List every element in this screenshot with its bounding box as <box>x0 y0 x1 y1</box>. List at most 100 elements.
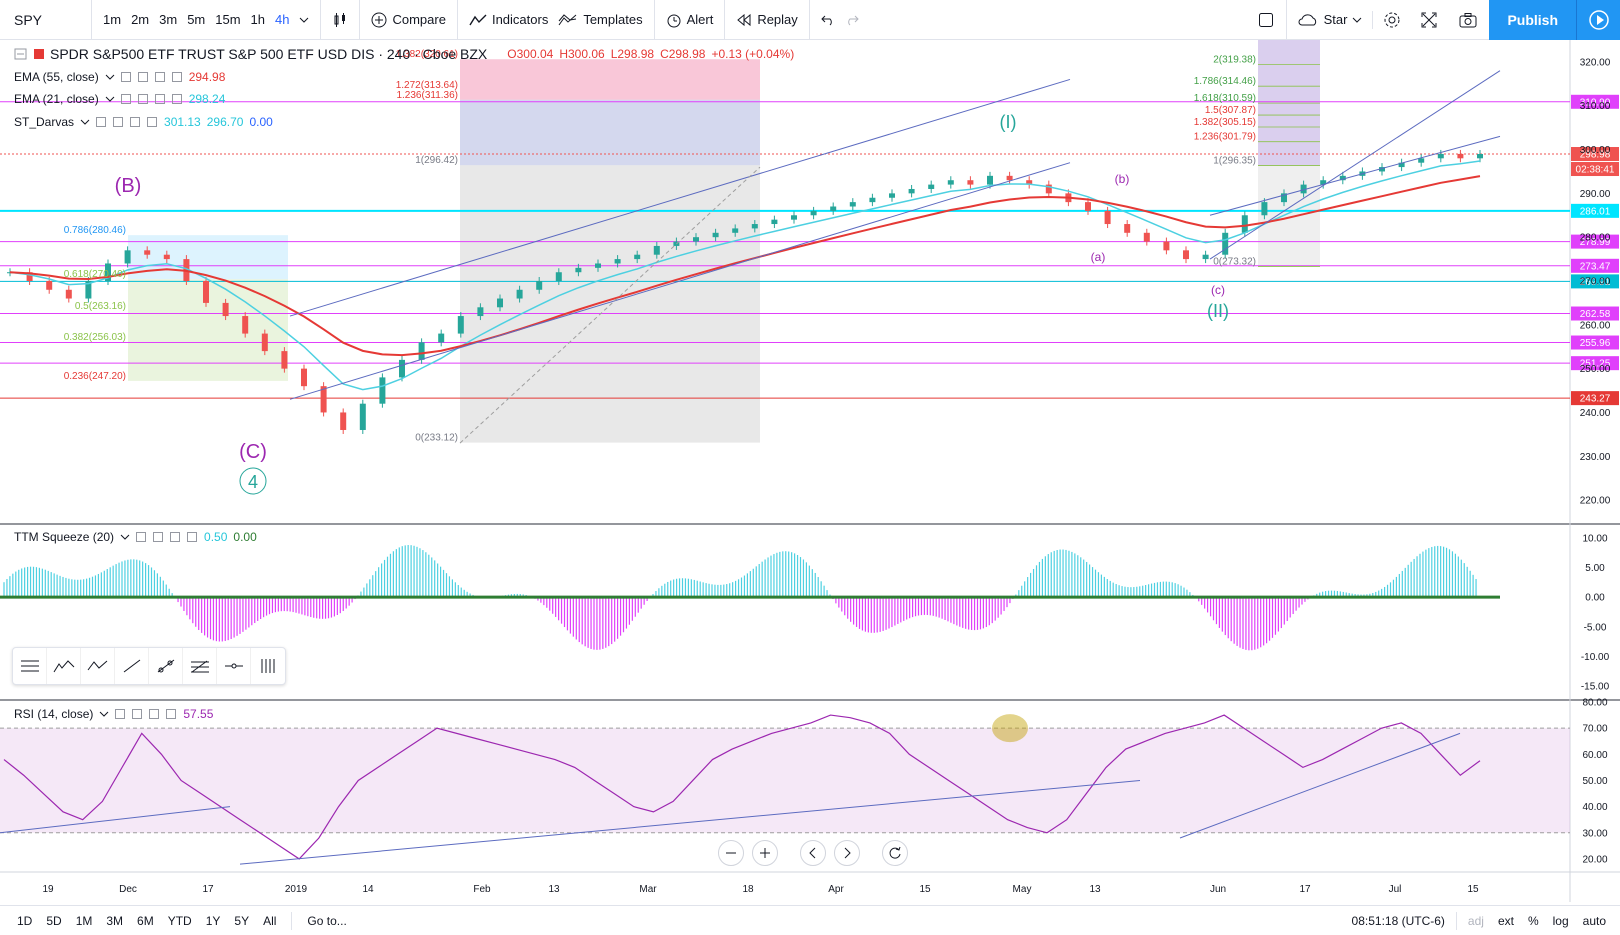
rsi-legend[interactable]: RSI (14, close) 57.55 <box>14 707 213 721</box>
interval-dropdown[interactable] <box>294 16 314 24</box>
trendline-tool[interactable] <box>115 648 149 684</box>
templates-button[interactable]: Templates <box>553 0 647 40</box>
divider <box>291 911 293 930</box>
elliott-impulse-tool[interactable] <box>47 648 81 684</box>
range-1m[interactable]: 1M <box>75 913 93 928</box>
ema55-legend[interactable]: EMA (55, close) 294.98 <box>14 70 225 84</box>
play-button[interactable] <box>1576 0 1620 40</box>
candle-body <box>1300 184 1307 194</box>
range-6m[interactable]: 6M <box>137 913 154 928</box>
interval-1h[interactable]: 1h <box>250 11 266 27</box>
redo-button[interactable] <box>840 14 864 26</box>
close-icon[interactable] <box>166 709 177 719</box>
auto-toggle[interactable]: auto <box>1582 913 1606 928</box>
candle-body <box>869 197 876 203</box>
elliott-abc-tool[interactable] <box>81 648 115 684</box>
indicators-button[interactable]: Indicators <box>464 0 553 40</box>
settings-button[interactable] <box>1372 11 1411 29</box>
candle-body <box>928 184 935 189</box>
range-1d[interactable]: 1D <box>17 913 33 928</box>
chart-canvas[interactable]: 310.90 298.98 286.01 278.99 273.47 269.91 262.… <box>0 40 1620 905</box>
fib-left-label: 0.382(256.03) <box>64 332 126 343</box>
range-5y[interactable]: 5Y <box>234 913 250 928</box>
chevron-left-icon <box>809 847 816 859</box>
range-3m[interactable]: 3M <box>106 913 124 928</box>
ema21-legend[interactable]: EMA (21, close) 298.24 <box>14 92 225 106</box>
eye-icon[interactable] <box>136 532 147 542</box>
range-5d[interactable]: 5D <box>46 913 62 928</box>
candle-body <box>1045 184 1052 194</box>
candle-body <box>379 377 386 404</box>
interval-3m[interactable]: 3m <box>159 11 178 27</box>
code-icon[interactable] <box>170 532 181 542</box>
gear-icon[interactable] <box>153 532 164 542</box>
code-icon[interactable] <box>154 94 165 104</box>
log-toggle[interactable]: log <box>1552 913 1569 928</box>
close-icon[interactable] <box>187 532 198 542</box>
interval-1m[interactable]: 1m <box>103 11 122 27</box>
rsi-tick-label: 60.00 <box>1582 750 1607 761</box>
publish-button[interactable]: Publish <box>1489 0 1576 40</box>
fullscreen-square-button[interactable] <box>1246 12 1286 28</box>
alert-button[interactable]: Alert <box>661 0 719 40</box>
gear-icon[interactable] <box>132 709 143 719</box>
interval-5m[interactable]: 5m <box>187 11 206 27</box>
horizontal-line-tool[interactable] <box>217 648 251 684</box>
close-icon[interactable] <box>147 117 158 127</box>
price-level-label: 251.25 <box>1580 359 1611 370</box>
adj-toggle[interactable]: adj <box>1467 913 1484 928</box>
snapshot-button[interactable] <box>1447 12 1489 28</box>
eye-icon[interactable] <box>120 72 131 82</box>
vertical-lines-tool[interactable] <box>251 648 285 684</box>
clock-time[interactable]: 08:51:18 (UTC-6) <box>1351 913 1445 928</box>
candle-body <box>1143 232 1150 242</box>
lines-tool[interactable] <box>13 648 47 684</box>
legend-close: C298.98 <box>660 47 706 61</box>
gear-icon[interactable] <box>137 72 148 82</box>
rsi-label: RSI (14, close) <box>14 707 94 721</box>
reset-button[interactable] <box>882 840 908 866</box>
compare-button[interactable]: Compare <box>366 0 450 40</box>
goto-button[interactable]: Go to... <box>307 913 347 928</box>
code-icon[interactable] <box>154 72 165 82</box>
fib-mid-label: 1.272(313.64) <box>396 80 458 91</box>
collapse-icon[interactable] <box>14 48 28 60</box>
eye-icon[interactable] <box>96 117 107 127</box>
code-icon[interactable] <box>149 709 160 719</box>
scroll-right-button[interactable] <box>834 840 860 866</box>
scroll-left-button[interactable] <box>800 840 826 866</box>
symbol-search[interactable]: SPY <box>0 0 92 40</box>
fib-tool[interactable] <box>183 648 217 684</box>
interval-2m[interactable]: 2m <box>131 11 150 27</box>
range-1y[interactable]: 1Y <box>205 913 221 928</box>
fullscreen-button[interactable] <box>1411 12 1447 28</box>
interval-4h[interactable]: 4h <box>275 11 290 27</box>
code-icon[interactable] <box>130 117 141 127</box>
undo-button[interactable] <box>816 14 840 26</box>
star-button[interactable]: Star <box>1285 0 1373 40</box>
close-icon[interactable] <box>171 94 182 104</box>
range-ytd[interactable]: YTD <box>167 913 192 928</box>
alert-group: Alert <box>655 0 726 40</box>
wave-label: (b) <box>1115 172 1130 186</box>
eye-icon[interactable] <box>120 94 131 104</box>
legend-change: +0.13 (+0.04%) <box>711 47 795 61</box>
interval-15m[interactable]: 15m <box>215 11 241 27</box>
ray-tool[interactable] <box>149 648 183 684</box>
chart-type-button[interactable] <box>327 12 353 28</box>
candle-body <box>438 333 445 343</box>
replay-button[interactable]: Replay <box>731 0 802 40</box>
eye-icon[interactable] <box>115 709 126 719</box>
ext-toggle[interactable]: ext <box>1497 913 1514 928</box>
zoom-in-button[interactable] <box>752 840 778 866</box>
chevron-down-icon <box>120 534 130 540</box>
close-icon[interactable] <box>171 72 182 82</box>
darvas-legend[interactable]: ST_Darvas 301.13 296.70 0.00 <box>14 115 273 129</box>
range-all[interactable]: All <box>263 913 277 928</box>
percent-toggle[interactable]: % <box>1527 913 1539 928</box>
fib-right-label: 1(296.35) <box>1213 156 1256 167</box>
zoom-out-button[interactable] <box>718 840 744 866</box>
gear-icon[interactable] <box>137 94 148 104</box>
gear-icon[interactable] <box>113 117 124 127</box>
ttm-legend[interactable]: TTM Squeeze (20) 0.50 0.00 <box>14 530 257 544</box>
